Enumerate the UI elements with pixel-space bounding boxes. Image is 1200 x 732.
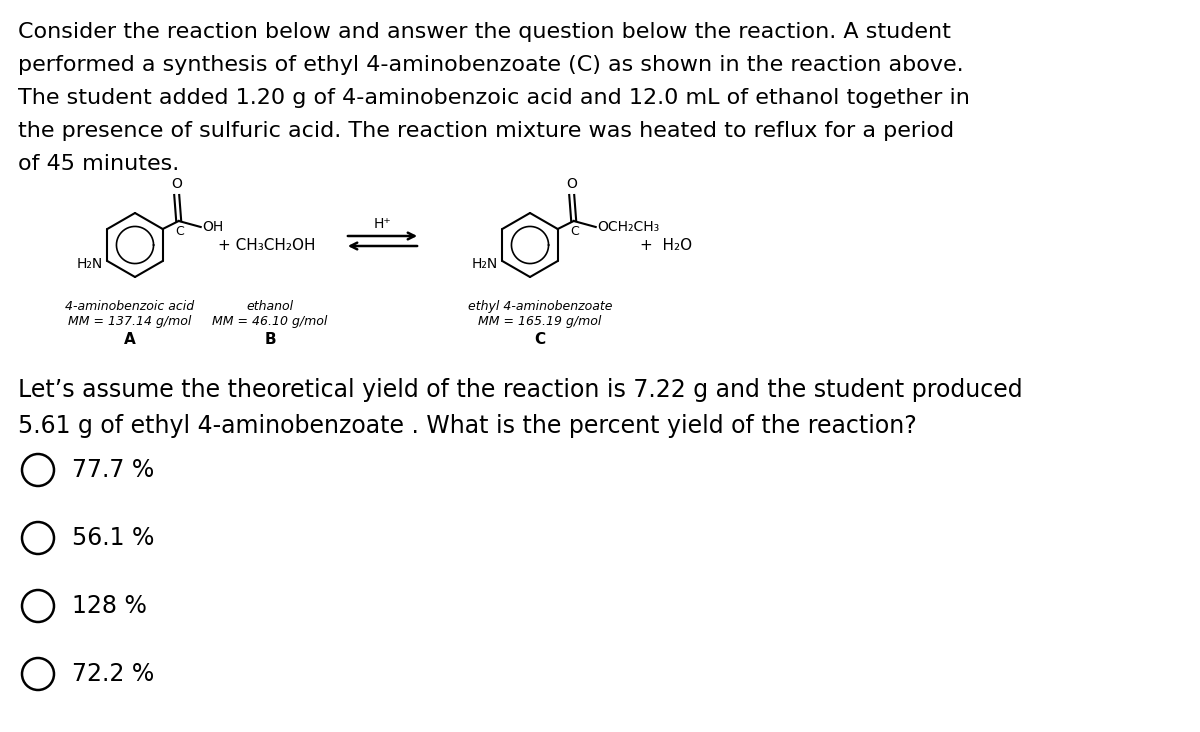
Text: of 45 minutes.: of 45 minutes. [18, 154, 179, 174]
Text: +  H₂O: + H₂O [640, 237, 692, 253]
Text: OCH₂CH₃: OCH₂CH₃ [598, 220, 660, 234]
Text: 128 %: 128 % [72, 594, 146, 618]
Text: A: A [124, 332, 136, 347]
Text: performed a synthesis of ethyl 4-aminobenzoate (C) as shown in the reaction abov: performed a synthesis of ethyl 4-aminobe… [18, 55, 964, 75]
Text: 4-aminobenzoic acid: 4-aminobenzoic acid [66, 300, 194, 313]
Text: O: O [172, 177, 182, 191]
Text: 77.7 %: 77.7 % [72, 458, 155, 482]
Text: ethanol: ethanol [246, 300, 294, 313]
Text: OH: OH [203, 220, 224, 234]
Text: The student added 1.20 g of 4-aminobenzoic acid and 12.0 mL of ethanol together : The student added 1.20 g of 4-aminobenzo… [18, 88, 970, 108]
Text: H₂N: H₂N [472, 257, 498, 271]
Text: ethyl 4-aminobenzoate: ethyl 4-aminobenzoate [468, 300, 612, 313]
Text: 5.61 g of ethyl 4-aminobenzoate . What is the percent yield of the reaction?: 5.61 g of ethyl 4-aminobenzoate . What i… [18, 414, 917, 438]
Text: O: O [566, 177, 577, 191]
Text: + CH₃CH₂OH: + CH₃CH₂OH [218, 237, 316, 253]
Text: H₂N: H₂N [77, 257, 103, 271]
Text: Let’s assume the theoretical yield of the reaction is 7.22 g and the student pro: Let’s assume the theoretical yield of th… [18, 378, 1022, 402]
Text: Consider the reaction below and answer the question below the reaction. A studen: Consider the reaction below and answer t… [18, 22, 950, 42]
Text: MM = 137.14 g/mol: MM = 137.14 g/mol [68, 315, 192, 328]
Text: C: C [570, 225, 580, 238]
Text: 72.2 %: 72.2 % [72, 662, 155, 686]
Text: C: C [175, 225, 184, 238]
Text: 56.1 %: 56.1 % [72, 526, 155, 550]
Text: H⁺: H⁺ [373, 217, 391, 231]
Text: MM = 165.19 g/mol: MM = 165.19 g/mol [479, 315, 601, 328]
Text: the presence of sulfuric acid. The reaction mixture was heated to reflux for a p: the presence of sulfuric acid. The react… [18, 121, 954, 141]
Text: B: B [264, 332, 276, 347]
Text: MM = 46.10 g/mol: MM = 46.10 g/mol [212, 315, 328, 328]
Text: C: C [534, 332, 546, 347]
